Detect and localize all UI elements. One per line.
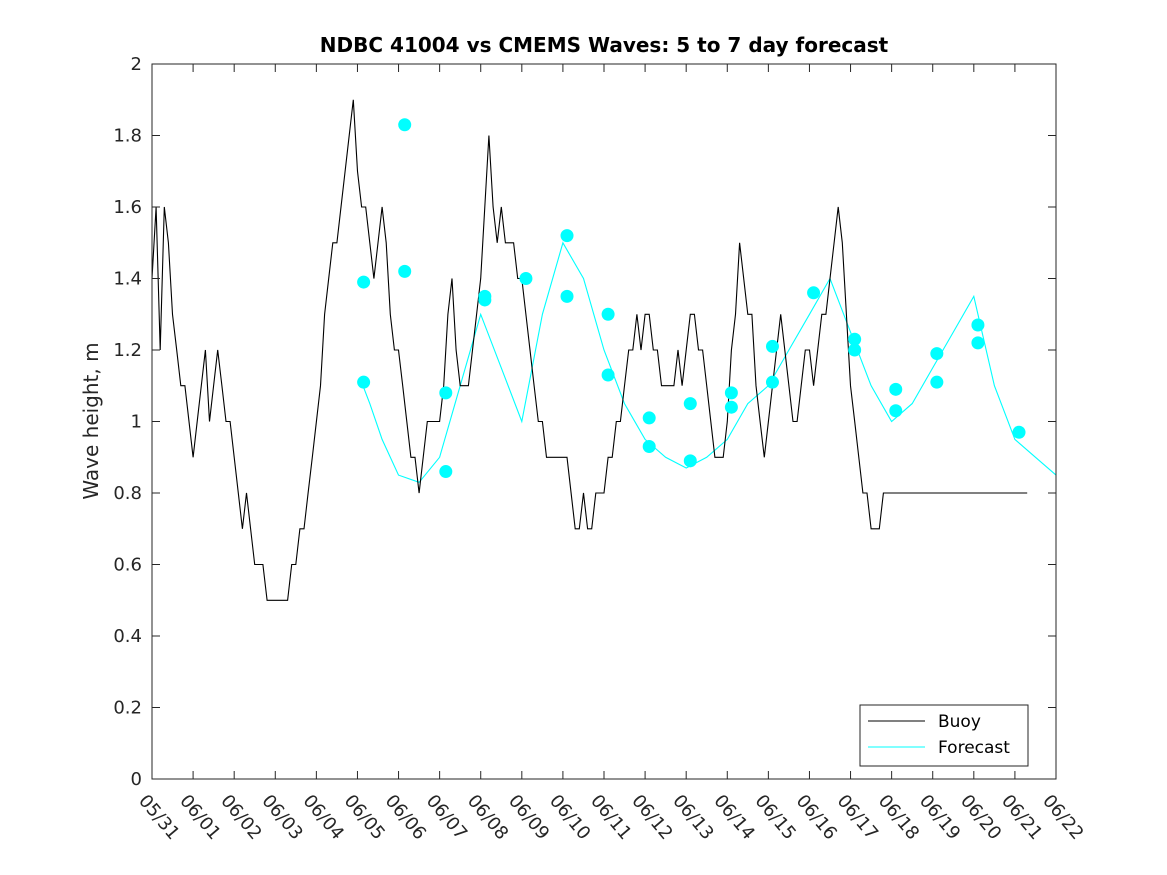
y-tick-label: 0.6 (113, 555, 142, 576)
forecast-start-point (889, 404, 903, 418)
forecast-start-point (642, 411, 656, 425)
forecast-start-point (889, 382, 903, 396)
forecast-start-point (357, 275, 371, 289)
forecast-start-point (439, 465, 453, 479)
y-tick-label: 0.2 (113, 698, 142, 719)
forecast-start-point (1012, 425, 1026, 439)
forecast-start-point (807, 286, 821, 300)
legend-forecast-label: Forecast (938, 738, 1010, 758)
forecast-start-point (930, 375, 944, 389)
forecast-start-point (478, 293, 492, 307)
y-axis-label: Wave height, m (79, 342, 103, 499)
y-tick-label: 2 (131, 54, 142, 75)
forecast-start-point (357, 375, 371, 389)
forecast-start-point (398, 118, 412, 132)
legend: Buoy Forecast (859, 704, 1029, 767)
buoy-line (151, 99, 1028, 601)
forecast-start-point (724, 386, 738, 400)
y-tick-label: 0.4 (113, 626, 142, 647)
y-tick-label: 1 (131, 412, 142, 433)
forecast-start-point (683, 454, 697, 468)
forecast-start-point (971, 318, 985, 332)
forecast-start-point (601, 368, 615, 382)
forecast-start-point (765, 339, 779, 353)
forecast-start-point (930, 347, 944, 361)
forecast-start-point (560, 229, 574, 243)
forecast-start-markers (357, 118, 1026, 479)
y-tick-label: 0 (131, 769, 142, 790)
y-tick-label: 1.4 (113, 269, 142, 290)
forecast-start-point (519, 272, 533, 285)
plot-area (152, 64, 1056, 779)
y-tick-label: 0.8 (113, 483, 142, 504)
buoy-series-group (151, 99, 1028, 601)
forecast-start-point (439, 386, 453, 400)
forecast-start-point (848, 343, 862, 357)
forecast-start-point (560, 289, 574, 303)
forecast-start-point (848, 332, 862, 346)
forecast-start-point (398, 264, 412, 278)
forecast-start-point (724, 400, 738, 414)
forecast-start-point (601, 307, 615, 321)
forecast-start-point (642, 440, 656, 454)
y-tick-label: 1.8 (113, 126, 142, 147)
forecast-start-point (971, 336, 985, 350)
forecast-start-point (765, 375, 779, 389)
chart-title: NDBC 41004 vs CMEMS Waves: 5 to 7 day fo… (320, 33, 889, 57)
legend-buoy-label: Buoy (938, 712, 981, 732)
forecast-start-point (683, 397, 697, 411)
legend-box (859, 704, 1029, 767)
y-tick-label: 1.6 (113, 197, 142, 218)
y-tick-label: 1.2 (113, 340, 142, 361)
